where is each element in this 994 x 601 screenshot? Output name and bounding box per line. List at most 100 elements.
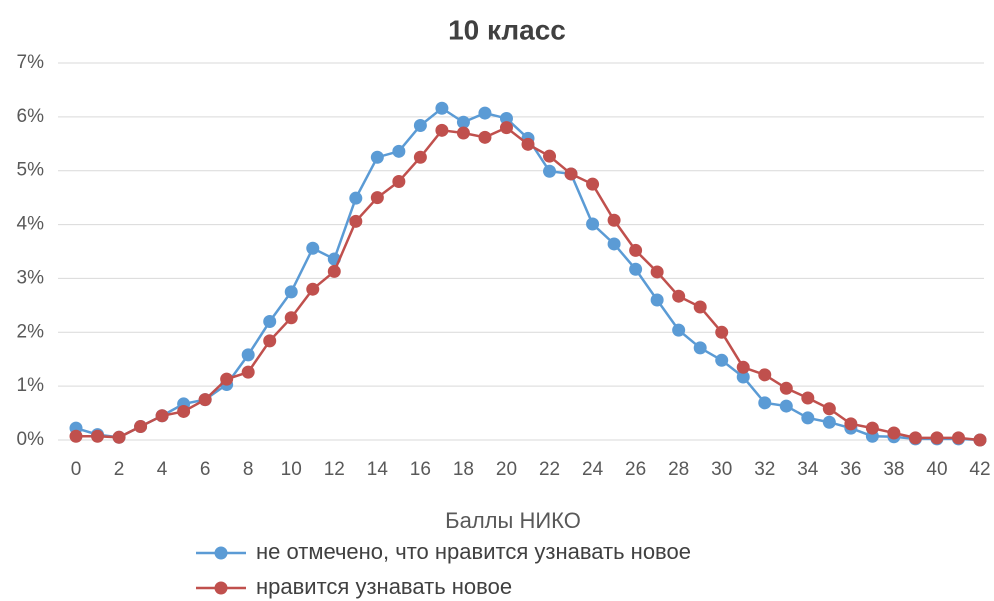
data-point bbox=[413, 150, 427, 164]
data-point bbox=[715, 353, 729, 367]
x-tick-label: 10 bbox=[281, 459, 302, 480]
data-point bbox=[220, 372, 234, 386]
data-point bbox=[263, 315, 277, 329]
data-point bbox=[327, 264, 341, 278]
legend-marker bbox=[214, 581, 228, 595]
y-tick-label: 5% bbox=[17, 160, 45, 181]
data-point bbox=[908, 431, 922, 445]
data-point bbox=[413, 118, 427, 132]
data-point bbox=[887, 426, 901, 440]
data-point bbox=[543, 164, 557, 178]
data-point bbox=[629, 262, 643, 276]
x-tick-label: 12 bbox=[324, 459, 345, 480]
x-tick-label: 14 bbox=[367, 459, 389, 480]
data-point bbox=[69, 429, 83, 443]
data-point bbox=[499, 121, 513, 135]
y-tick-label: 4% bbox=[17, 214, 45, 235]
x-tick-label: 22 bbox=[539, 459, 560, 480]
data-point bbox=[521, 137, 535, 151]
data-point bbox=[134, 420, 148, 434]
data-point bbox=[284, 311, 298, 325]
data-point bbox=[801, 391, 815, 405]
y-tick-label: 6% bbox=[17, 106, 45, 127]
x-tick-label: 0 bbox=[71, 459, 82, 480]
data-point bbox=[543, 149, 557, 163]
x-tick-label: 20 bbox=[496, 459, 517, 480]
data-point bbox=[629, 243, 643, 257]
x-axis-title: Баллы НИКО bbox=[445, 508, 581, 533]
data-point bbox=[586, 177, 600, 191]
y-tick-label: 0% bbox=[17, 429, 45, 450]
data-point bbox=[973, 433, 987, 447]
data-point bbox=[370, 150, 384, 164]
data-point bbox=[392, 174, 406, 188]
data-point bbox=[715, 325, 729, 339]
y-tick-label: 3% bbox=[17, 267, 45, 288]
data-point bbox=[241, 365, 255, 379]
data-point bbox=[564, 167, 578, 181]
data-point bbox=[478, 106, 492, 120]
data-point bbox=[306, 282, 320, 296]
data-point bbox=[736, 360, 750, 374]
data-point bbox=[758, 368, 772, 382]
x-tick-label: 16 bbox=[410, 459, 431, 480]
data-point bbox=[844, 417, 858, 431]
data-point bbox=[263, 334, 277, 348]
data-point bbox=[177, 404, 191, 418]
data-point bbox=[865, 421, 879, 435]
x-tick-label: 8 bbox=[243, 459, 254, 480]
data-point bbox=[456, 115, 470, 129]
data-point bbox=[801, 411, 815, 425]
y-tick-label: 2% bbox=[17, 321, 45, 342]
data-point bbox=[736, 370, 750, 384]
x-tick-label: 42 bbox=[969, 459, 990, 480]
y-tick-label: 7% bbox=[17, 52, 45, 73]
y-tick-label: 1% bbox=[17, 375, 45, 396]
x-tick-label: 38 bbox=[883, 459, 904, 480]
x-tick-label: 36 bbox=[840, 459, 861, 480]
data-point bbox=[758, 396, 772, 410]
x-tick-label: 6 bbox=[200, 459, 211, 480]
series-line bbox=[75, 106, 981, 442]
data-point bbox=[930, 431, 944, 445]
x-tick-label: 24 bbox=[582, 459, 604, 480]
data-point bbox=[435, 123, 449, 137]
x-tick-label: 30 bbox=[711, 459, 732, 480]
x-tick-label: 26 bbox=[625, 459, 646, 480]
x-tick-label: 28 bbox=[668, 459, 689, 480]
data-point bbox=[112, 430, 126, 444]
legend-label: не отмечено, что нравится узнавать новое bbox=[256, 539, 691, 564]
data-point bbox=[306, 241, 320, 255]
data-point bbox=[241, 348, 255, 362]
data-point bbox=[499, 111, 513, 125]
data-point bbox=[672, 289, 686, 303]
data-point bbox=[456, 126, 470, 140]
data-point bbox=[607, 213, 621, 227]
data-point bbox=[370, 191, 384, 205]
x-tick-label: 4 bbox=[157, 459, 168, 480]
data-point bbox=[349, 214, 363, 228]
data-point bbox=[693, 341, 707, 355]
data-point bbox=[779, 399, 793, 413]
x-tick-label: 18 bbox=[453, 459, 474, 480]
legend-marker bbox=[214, 546, 228, 560]
x-tick-label: 34 bbox=[797, 459, 819, 480]
data-point bbox=[478, 130, 492, 144]
data-point bbox=[822, 402, 836, 416]
x-tick-label: 32 bbox=[754, 459, 775, 480]
data-point bbox=[650, 293, 664, 307]
chart-title: 10 класс bbox=[448, 14, 566, 45]
legend-label: нравится узнавать новое bbox=[256, 574, 512, 599]
data-point bbox=[822, 415, 836, 429]
data-point bbox=[586, 217, 600, 231]
data-point bbox=[349, 191, 363, 205]
data-point bbox=[693, 300, 707, 314]
series-line bbox=[76, 126, 981, 442]
data-point bbox=[779, 381, 793, 395]
data-point bbox=[284, 285, 298, 299]
data-point bbox=[198, 393, 212, 407]
x-tick-label: 40 bbox=[926, 459, 947, 480]
data-point bbox=[392, 144, 406, 158]
